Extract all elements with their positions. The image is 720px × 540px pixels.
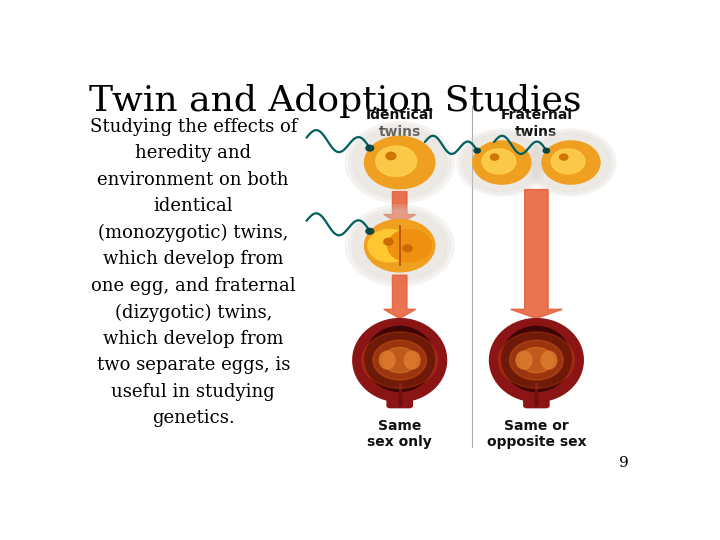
Text: 9: 9	[618, 456, 629, 470]
Circle shape	[383, 347, 417, 373]
Circle shape	[473, 141, 531, 184]
Circle shape	[456, 129, 546, 196]
Circle shape	[361, 332, 438, 388]
Ellipse shape	[365, 326, 434, 392]
Circle shape	[352, 127, 447, 198]
Circle shape	[490, 154, 499, 160]
Ellipse shape	[490, 319, 583, 402]
Ellipse shape	[516, 351, 531, 369]
Circle shape	[460, 131, 544, 194]
Circle shape	[373, 340, 426, 380]
Circle shape	[532, 133, 610, 192]
Circle shape	[498, 332, 575, 388]
Circle shape	[364, 219, 435, 272]
Circle shape	[345, 205, 454, 286]
Text: Twin and Adoption Studies: Twin and Adoption Studies	[89, 84, 582, 118]
Circle shape	[376, 146, 417, 177]
Circle shape	[352, 210, 447, 281]
FancyArrow shape	[384, 192, 415, 224]
Text: Studying the effects of
heredity and
environment on both
identical
(monozygotic): Studying the effects of heredity and env…	[89, 118, 297, 427]
FancyBboxPatch shape	[387, 390, 413, 408]
Circle shape	[348, 208, 451, 284]
Circle shape	[510, 340, 563, 380]
Circle shape	[526, 129, 616, 196]
Circle shape	[364, 136, 435, 188]
Circle shape	[474, 148, 480, 153]
Circle shape	[529, 131, 613, 194]
Ellipse shape	[541, 351, 557, 369]
Circle shape	[403, 245, 412, 252]
Circle shape	[368, 230, 412, 262]
Ellipse shape	[353, 319, 446, 402]
Circle shape	[463, 133, 541, 192]
Circle shape	[482, 149, 516, 174]
Ellipse shape	[379, 351, 395, 369]
Text: Fraternal
twins: Fraternal twins	[500, 109, 572, 139]
Text: Identical
twins: Identical twins	[366, 109, 433, 139]
Circle shape	[348, 125, 451, 200]
Circle shape	[543, 148, 549, 153]
Circle shape	[366, 228, 374, 234]
Circle shape	[552, 149, 585, 174]
Text: Same
sex only: Same sex only	[367, 419, 432, 449]
FancyBboxPatch shape	[523, 390, 549, 408]
Circle shape	[542, 141, 600, 184]
Circle shape	[386, 152, 396, 160]
Circle shape	[559, 154, 568, 160]
Ellipse shape	[502, 326, 571, 392]
FancyArrow shape	[384, 275, 415, 319]
FancyArrow shape	[510, 190, 562, 319]
Circle shape	[384, 238, 393, 245]
Circle shape	[388, 230, 431, 262]
Ellipse shape	[405, 351, 420, 369]
Circle shape	[519, 347, 554, 373]
Circle shape	[366, 145, 374, 151]
Text: Same or
opposite sex: Same or opposite sex	[487, 419, 586, 449]
Circle shape	[345, 122, 454, 203]
